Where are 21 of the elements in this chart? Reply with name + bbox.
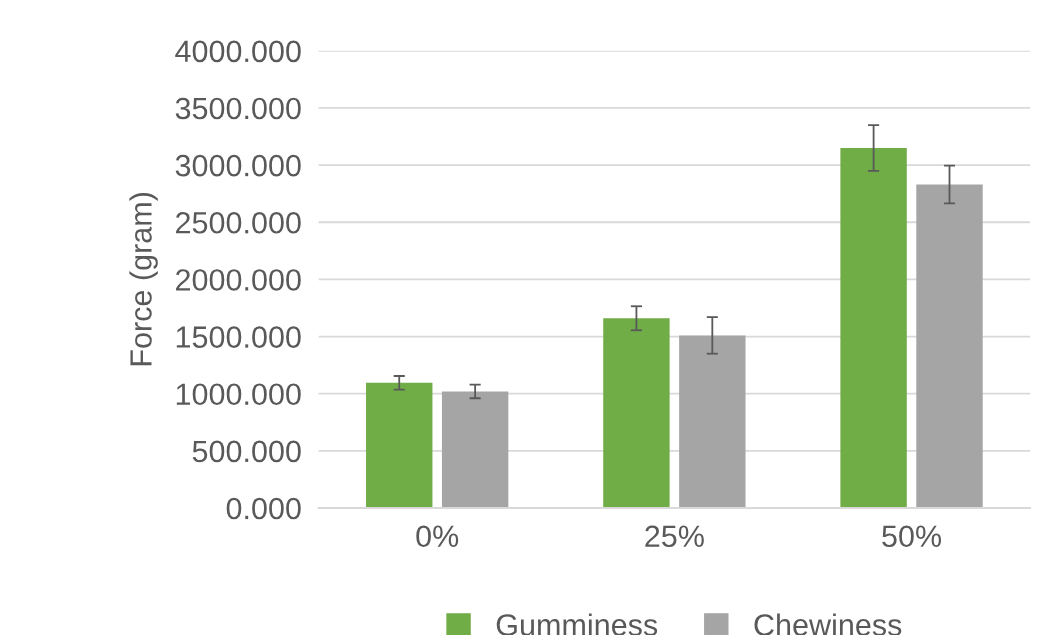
y-tick-label: 1000.000: [176, 383, 301, 406]
y-tick-label: 4000.000: [175, 40, 301, 63]
y-tick-label: 3000.000: [175, 154, 301, 177]
x-tick-label: 25%: [645, 525, 704, 548]
y-tick-label: 2000.000: [176, 269, 301, 291]
bar: [679, 335, 746, 508]
y-tick-label: 0.000: [226, 497, 301, 520]
y-tick-label: 1500.000: [176, 326, 301, 348]
x-tick-label: 50%: [882, 525, 942, 548]
y-axis-title: Force (gram): [129, 193, 158, 366]
bar: [916, 184, 983, 508]
bar: [441, 391, 509, 508]
bar: [603, 318, 670, 508]
legend-label: Gumminess: [496, 613, 658, 635]
x-tick-label: 0%: [416, 525, 459, 548]
legend-label: Chewiness: [754, 613, 902, 635]
y-tick-label: 500.000: [192, 440, 301, 463]
y-tick-label: 2500.000: [176, 211, 301, 234]
bar: [366, 382, 433, 508]
bar: [840, 147, 907, 508]
y-tick-label: 3500.000: [175, 97, 301, 120]
